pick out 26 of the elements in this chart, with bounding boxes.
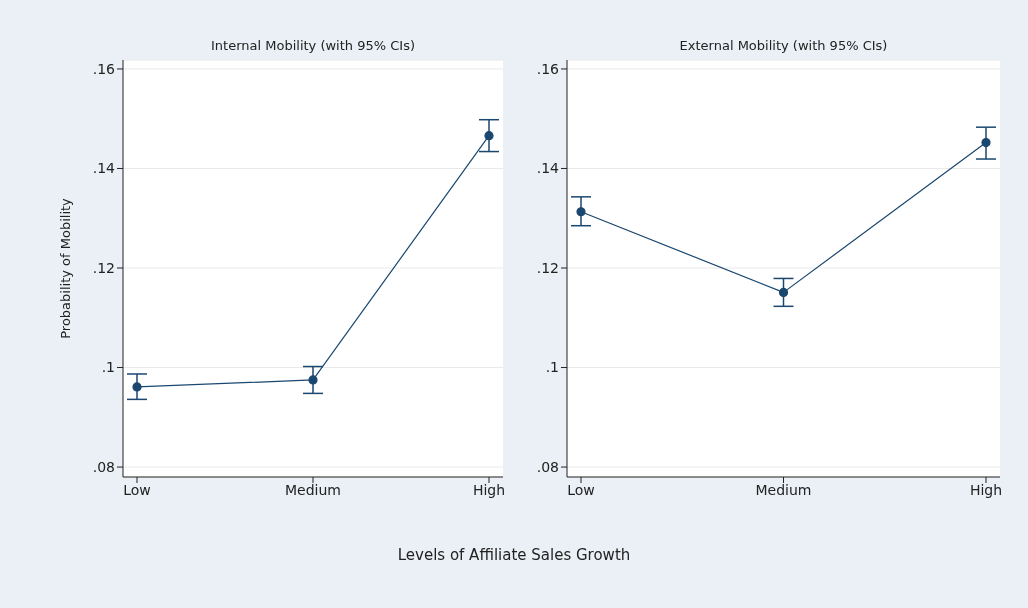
y-tick-label: .12 [536,259,559,276]
point [981,138,991,148]
point [484,131,494,141]
chart-title: Internal Mobility (with 95% CIs) [210,38,416,53]
y-tick-label: .1 [101,359,115,376]
y-tick-label: .14 [92,160,116,177]
y-tick-label: .1 [545,359,559,376]
x-tick-label: High [969,481,1003,498]
y-tick-label: .16 [536,60,560,77]
point [778,287,789,297]
x-tick-label: High [472,481,506,498]
x-axis-title: Levels of Affiliate Sales Growth [396,546,632,564]
point [576,207,586,217]
point [308,375,318,385]
y-tick-label: .08 [92,459,115,476]
y-tick-label: .14 [536,160,560,177]
x-tick-label: Low [567,481,595,498]
point [132,382,142,392]
x-tick-label: Low [123,481,151,498]
x-tick-label: Medium [755,481,812,498]
y-tick-label: .12 [92,259,115,276]
y-tick-label: .16 [92,60,116,77]
x-tick-label: Medium [285,481,341,498]
chart-title: External Mobility (with 95% CIs) [678,38,889,53]
y-tick-label: .08 [536,459,559,476]
y-axis-title: Probability of Mobility [57,197,73,339]
